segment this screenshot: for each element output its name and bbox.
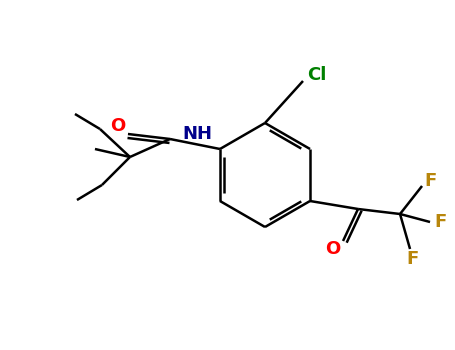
Text: F: F <box>424 172 436 190</box>
Text: F: F <box>434 213 446 231</box>
Text: Cl: Cl <box>307 66 327 84</box>
Text: F: F <box>406 250 418 268</box>
Text: O: O <box>325 240 341 258</box>
Text: NH: NH <box>182 125 212 143</box>
Text: O: O <box>111 117 126 135</box>
